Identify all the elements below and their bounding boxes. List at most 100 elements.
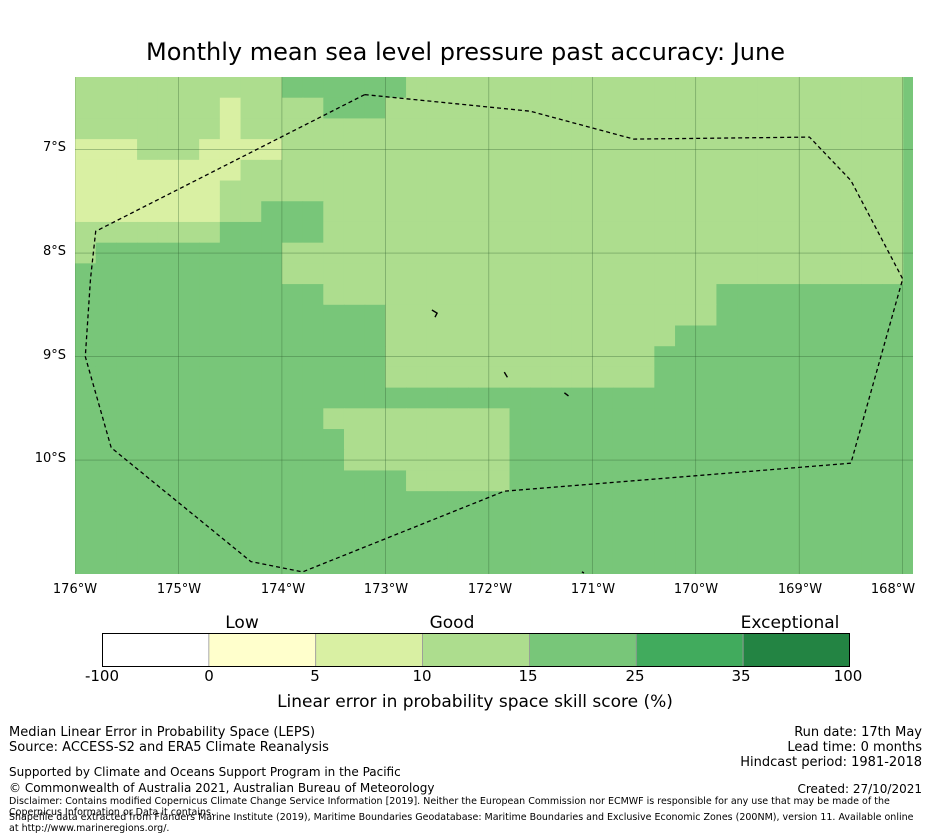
colorbar-tick-label: 0 <box>204 667 214 685</box>
skill-cell <box>406 325 428 347</box>
skill-cell <box>343 366 366 389</box>
skill-cell <box>571 553 593 574</box>
skill-cell <box>116 491 138 513</box>
skill-cell <box>426 304 449 327</box>
skill-cell <box>364 304 386 327</box>
skill-cell <box>592 304 614 327</box>
skill-cell <box>716 201 738 223</box>
skill-cell <box>199 470 221 492</box>
skill-cell <box>716 429 738 451</box>
skill-cell <box>633 387 655 409</box>
skill-cell <box>737 201 759 223</box>
skill-cell <box>468 284 490 306</box>
skill-cell <box>116 159 138 182</box>
skill-cell <box>137 387 159 409</box>
skill-cell <box>716 491 738 513</box>
skill-cell <box>819 553 842 574</box>
skill-cell <box>426 387 449 409</box>
skill-cell <box>757 366 780 389</box>
skill-cell <box>240 491 262 513</box>
skill-cell <box>654 449 676 472</box>
skill-cell <box>861 180 883 202</box>
run-date: Run date: 17th May <box>794 725 922 740</box>
skill-cell <box>819 408 842 430</box>
skill-cell <box>881 284 904 306</box>
skill-cell <box>199 449 221 472</box>
skill-cell <box>447 491 469 513</box>
skill-cell <box>199 387 221 409</box>
skill-cell <box>468 221 490 244</box>
skill-cell <box>695 201 718 223</box>
skill-cell <box>426 470 449 492</box>
y-tick-label: 8°S <box>42 244 66 259</box>
skill-cell <box>219 408 242 430</box>
skill-cell <box>406 118 428 140</box>
source-note: Source: ACCESS-S2 and ERA5 Climate Reana… <box>9 740 329 755</box>
skill-cell <box>447 139 469 161</box>
skill-cell <box>240 180 262 202</box>
skill-cell <box>488 387 511 409</box>
skill-cell <box>281 159 304 182</box>
skill-cell <box>612 118 635 140</box>
skill-cell <box>840 553 862 574</box>
skill-cell <box>116 387 138 409</box>
skill-cell <box>757 139 780 161</box>
skill-cell <box>199 221 221 244</box>
skill-cell <box>240 325 262 347</box>
skill-cell <box>157 470 180 492</box>
skill-cell <box>737 553 759 574</box>
skill-cell <box>447 408 469 430</box>
skill-cell <box>116 366 138 389</box>
skill-cell <box>675 532 697 554</box>
skill-cell <box>757 553 780 574</box>
skill-cell <box>799 449 821 472</box>
skill-cell <box>550 449 573 472</box>
skill-cell <box>716 449 738 472</box>
skill-cell <box>261 97 283 120</box>
skill-cell <box>468 325 490 347</box>
skill-cell <box>571 449 593 472</box>
skill-cell <box>385 387 407 409</box>
skill-cell <box>881 366 904 389</box>
skill-cell <box>447 429 469 451</box>
skill-cell <box>654 77 676 99</box>
skill-cell <box>261 139 283 161</box>
skill-cell <box>695 304 718 327</box>
skill-cell <box>778 511 800 534</box>
skill-cell <box>757 159 780 182</box>
skill-cell <box>716 532 738 554</box>
skill-cell <box>695 387 718 409</box>
skill-cell <box>530 470 552 492</box>
skill-cell <box>757 408 780 430</box>
skill-cell <box>219 387 242 409</box>
skill-cell <box>323 77 345 99</box>
y-tick-label: 7°S <box>42 140 66 155</box>
skill-cell <box>406 77 428 99</box>
skill-cell <box>281 139 304 161</box>
skill-cell <box>778 159 800 182</box>
skill-cell <box>364 221 386 244</box>
skill-cell <box>385 553 407 574</box>
skill-cell <box>530 325 552 347</box>
skill-cell <box>137 532 159 554</box>
skill-cell <box>571 491 593 513</box>
skill-cell <box>95 139 117 161</box>
skill-cell <box>281 118 304 140</box>
copyright-note: © Commonwealth of Australia 2021, Austra… <box>9 781 435 795</box>
skill-cell <box>488 532 511 554</box>
skill-cell <box>157 159 180 182</box>
skill-cell <box>95 77 117 99</box>
skill-cell <box>675 201 697 223</box>
skill-cell <box>592 159 614 182</box>
skill-cell <box>799 325 821 347</box>
skill-cell <box>343 429 366 451</box>
skill-cell <box>592 325 614 347</box>
skill-cell <box>426 77 449 99</box>
skill-cell <box>343 325 366 347</box>
skill-cell <box>116 97 138 120</box>
skill-cell <box>261 304 283 327</box>
skill-cell <box>633 532 655 554</box>
skill-cell <box>343 553 366 574</box>
skill-cell <box>116 408 138 430</box>
skill-cell <box>406 304 428 327</box>
